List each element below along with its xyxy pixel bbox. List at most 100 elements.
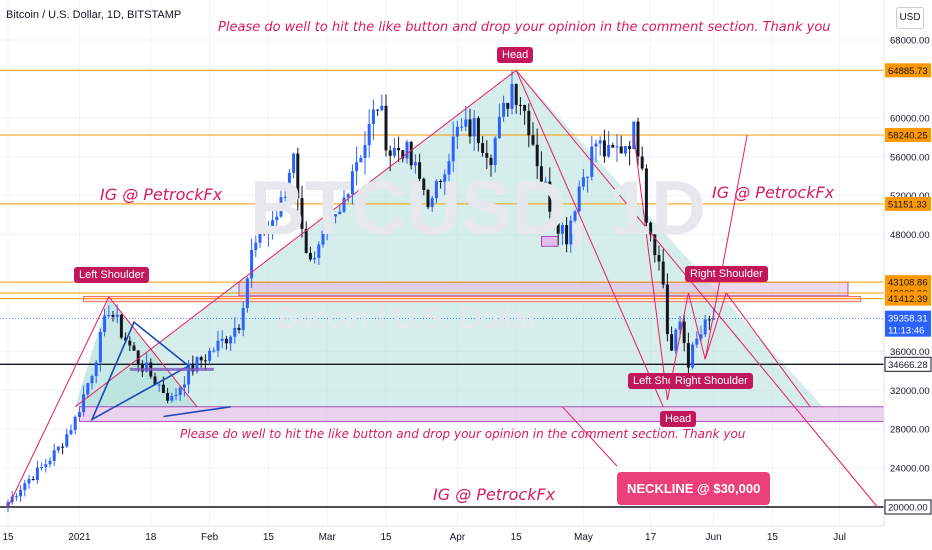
x-tick-label-4: 15 — [263, 532, 275, 543]
time-axis[interactable]: 15 2021 18 Feb 15 Mar 15 Apr 15 May 17 Jun 15 Jul — [0, 525, 932, 550]
candle-body-116 — [493, 137, 497, 166]
candle-body-110 — [468, 119, 472, 137]
candle-body-82 — [350, 171, 354, 195]
candle-body-167 — [707, 319, 711, 321]
candle-body-92 — [392, 147, 396, 156]
y-tick-label-2: 56000.00 — [890, 152, 930, 163]
last-price-countdown: 11:13:46 — [888, 326, 924, 337]
y-tick-label-7: 28000.00 — [890, 425, 930, 436]
candle-body-87 — [371, 109, 375, 124]
candle-body-131 — [556, 223, 560, 234]
candle-body-73 — [313, 257, 317, 260]
level-tag-1: 58240.25 — [888, 130, 928, 141]
x-tick-label-6: 15 — [380, 532, 392, 543]
candle-body-124 — [527, 110, 531, 136]
candle-body-14 — [65, 434, 69, 447]
candle-body-96 — [409, 141, 413, 166]
candle-body-88 — [376, 109, 380, 111]
candle-body-27 — [119, 314, 123, 338]
candle-body-107 — [455, 126, 459, 137]
candle-body-86 — [367, 123, 371, 146]
blue-triangle — [90, 320, 191, 422]
candle-body-90 — [384, 105, 388, 151]
candle-body-98 — [418, 162, 422, 179]
candle-body-146 — [619, 146, 623, 154]
candle-body-43 — [187, 363, 191, 385]
symbol-title[interactable]: Bitcoin / U.S. Dollar, 1D, BITSTAMP — [6, 9, 182, 21]
candle-body-23 — [103, 315, 107, 332]
pattern-line-1 — [108, 296, 198, 408]
pattern-line-9 — [725, 292, 811, 408]
candle-body-50 — [216, 340, 220, 351]
candle-body-76 — [325, 219, 329, 231]
candle-body-48 — [208, 350, 212, 361]
x-tick-label-13: Jul — [833, 532, 846, 543]
head-triangle — [75, 70, 823, 407]
candle-body-126 — [535, 144, 539, 167]
pattern-line-2 — [74, 69, 517, 408]
pattern-line-11 — [562, 406, 618, 467]
candle-body-67 — [287, 172, 291, 197]
candle-body-57 — [245, 278, 249, 309]
x-tick-label-3: Feb — [201, 532, 219, 543]
time-axis-bg — [0, 526, 932, 550]
candle-body-122 — [518, 104, 522, 106]
candle-body-117 — [497, 116, 501, 138]
candle-body-89 — [380, 105, 384, 111]
level-tag-6: 34666.28 — [888, 360, 928, 371]
candle-body-40 — [174, 394, 178, 396]
pattern-line-8 — [704, 292, 727, 360]
currency-button[interactable]: USD — [896, 7, 924, 29]
candle-body-46 — [199, 357, 203, 361]
x-tick-label-11: Jun — [706, 532, 722, 543]
candle-body-69 — [296, 153, 300, 199]
candle-body-125 — [531, 135, 535, 145]
candle-body-83 — [355, 162, 359, 172]
candle-body-51 — [220, 338, 224, 341]
candle-body-33 — [145, 362, 149, 372]
candle-body-158 — [670, 334, 674, 351]
y-tick-label-5: 36000.00 — [890, 347, 930, 358]
candle-body-123 — [523, 105, 527, 111]
left-sho-label: Left Sho — [628, 373, 679, 389]
candle-body-106 — [451, 136, 455, 162]
candle-body-12 — [56, 446, 60, 451]
candle-body-119 — [506, 102, 510, 109]
candle-body-68 — [292, 153, 296, 173]
candle-body-112 — [476, 118, 480, 144]
candle-body-144 — [611, 145, 615, 148]
x-tick-label-10: 17 — [645, 532, 657, 543]
candle-body-71 — [304, 228, 308, 253]
candle-body-20 — [90, 376, 94, 384]
candle-body-165 — [699, 334, 703, 339]
candle-body-36 — [157, 384, 161, 386]
candle-body-128 — [544, 181, 548, 183]
candle-body-44 — [191, 363, 195, 372]
candle-body-103 — [439, 180, 443, 183]
candle-body-64 — [275, 216, 279, 221]
candle-body-42 — [182, 384, 186, 388]
candle-body-161 — [682, 321, 686, 344]
candle-body-151 — [640, 156, 644, 169]
candle-body-142 — [602, 140, 606, 157]
x-tick-label-2: 18 — [145, 532, 157, 543]
candle-body-38 — [166, 392, 170, 401]
pattern-line-7 — [687, 292, 706, 360]
purple-bar — [129, 367, 214, 371]
y-tick-label-3: 52000.00 — [890, 191, 930, 202]
candle-body-143 — [607, 145, 611, 157]
y-tick-label-8: 24000.00 — [890, 464, 930, 475]
candle-body-133 — [565, 225, 569, 245]
candle-body-138 — [586, 176, 590, 178]
candle-body-9 — [44, 464, 48, 468]
ig-bottom: IG @ PetrockFx — [433, 485, 556, 504]
candle-body-104 — [443, 174, 447, 183]
candle-body-79 — [338, 211, 342, 215]
candle-body-19 — [86, 383, 90, 395]
candle-body-155 — [657, 255, 661, 262]
candle-body-132 — [560, 225, 564, 234]
price-axis[interactable]: 68000.00 60000.00 56000.00 52000.00 48000.00… — [883, 0, 932, 526]
ig-left: IG @ PetrockFx — [100, 185, 223, 204]
head-label-small: Head — [660, 411, 697, 427]
